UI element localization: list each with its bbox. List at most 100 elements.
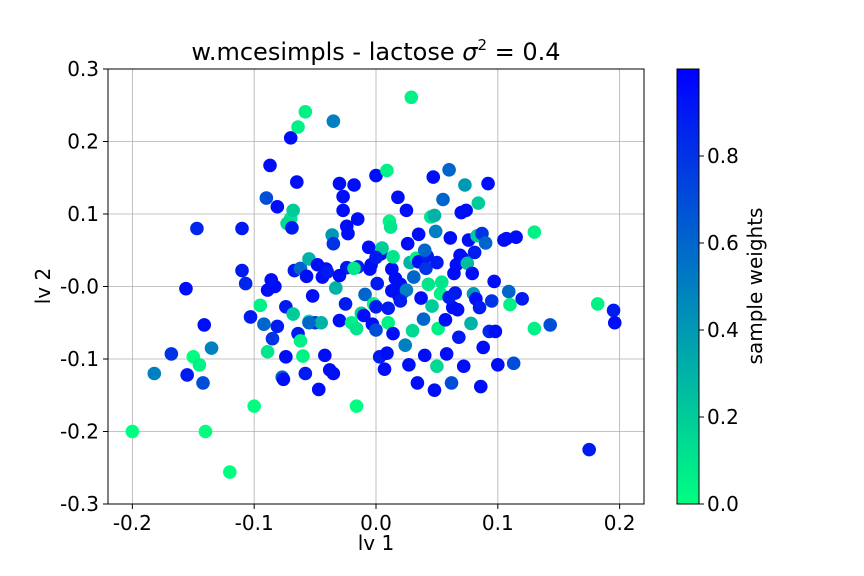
scatter-point xyxy=(515,292,529,306)
title-suffix: = 0.4 xyxy=(487,38,561,66)
scatter-point xyxy=(543,318,557,332)
scatter-point xyxy=(481,176,495,191)
scatter-point xyxy=(179,281,193,296)
scatter-point xyxy=(369,168,383,183)
scatter-point xyxy=(377,362,392,376)
scatter-point xyxy=(180,368,194,382)
y-tick-label: -0.2 xyxy=(60,420,99,444)
scatter-point xyxy=(406,270,421,284)
scatter-point xyxy=(350,212,365,226)
scatter-point xyxy=(399,203,414,218)
scatter-point xyxy=(428,224,443,239)
scatter-point xyxy=(314,315,328,330)
scatter-point xyxy=(286,307,300,321)
scatter-point xyxy=(419,261,433,276)
scatter-point xyxy=(279,350,293,364)
scatter-point xyxy=(164,347,179,361)
scatter-point xyxy=(393,294,408,308)
scatter-point xyxy=(247,399,261,413)
scatter-point xyxy=(336,189,350,204)
scatter-point xyxy=(263,158,277,173)
scatter-point xyxy=(381,315,395,330)
chart-title: w.mcesimpls - lactose σ2 = 0.4 xyxy=(191,36,560,66)
scatter-points xyxy=(125,90,622,479)
scatter-point xyxy=(223,465,237,479)
scatter-point xyxy=(464,316,478,331)
scatter-point xyxy=(398,338,413,353)
scatter-point xyxy=(501,284,516,299)
scatter-point xyxy=(427,383,442,397)
scatter-point xyxy=(527,225,542,239)
scatter-point xyxy=(417,243,432,258)
scatter-point xyxy=(391,190,405,205)
scatter-point xyxy=(286,203,300,218)
x-tick-label: -0.2 xyxy=(113,511,152,535)
x-tick-label: 0.1 xyxy=(482,511,514,535)
scatter-point xyxy=(253,298,268,313)
scatter-point xyxy=(427,208,442,223)
scatter-point xyxy=(270,199,285,214)
scatter-point xyxy=(426,170,441,184)
scatter-point xyxy=(487,274,501,289)
scatter-point xyxy=(434,275,449,289)
scatter-point xyxy=(606,303,621,318)
scatter-point xyxy=(243,310,258,324)
scatter-point xyxy=(285,220,299,235)
scatter-point xyxy=(347,261,361,276)
y-tick-label: 0.2 xyxy=(67,130,99,154)
scatter-point xyxy=(503,297,517,312)
scatter-point xyxy=(276,372,291,387)
scatter-point xyxy=(430,359,444,374)
scatter-point xyxy=(450,302,465,317)
scatter-point xyxy=(329,281,343,295)
scatter-point xyxy=(238,276,253,291)
scatter-point xyxy=(298,366,313,381)
scatter-point xyxy=(442,290,456,305)
scatter-point xyxy=(399,283,414,297)
scatter-point xyxy=(349,399,364,413)
scatter-point xyxy=(369,323,383,337)
scatter-point xyxy=(488,324,503,339)
scatter-point xyxy=(459,203,473,218)
scatter-point xyxy=(380,163,394,178)
scatter-point xyxy=(484,294,499,308)
scatter-point xyxy=(305,289,320,303)
scatter-point xyxy=(425,299,439,313)
scatter-point xyxy=(347,178,361,192)
scatter-point xyxy=(197,318,212,332)
scatter-point xyxy=(290,175,304,189)
scatter-point xyxy=(458,178,472,192)
scatter-point xyxy=(320,265,335,279)
scatter-point xyxy=(405,323,420,338)
y-tick-label: 0.3 xyxy=(67,57,99,81)
scatter-point xyxy=(439,347,454,361)
scatter-point xyxy=(358,287,372,302)
y-tick-label: -0.3 xyxy=(60,492,99,516)
scatter-point xyxy=(436,192,450,207)
scatter-point xyxy=(421,277,436,292)
scatter-point xyxy=(332,268,347,283)
x-tick-label: 0.2 xyxy=(604,511,636,535)
scatter-point xyxy=(473,379,488,394)
scatter-point xyxy=(582,442,596,457)
colorbar-label: sample weights xyxy=(743,208,767,365)
scatter-point xyxy=(465,266,480,281)
scatter-point xyxy=(404,90,419,105)
scatter-point xyxy=(198,424,213,439)
scatter-point xyxy=(192,358,207,372)
colorbar xyxy=(676,68,700,505)
scatter-point xyxy=(527,321,542,336)
scatter-point xyxy=(414,291,428,305)
y-tick-label: -0.1 xyxy=(60,347,99,371)
scatter-point xyxy=(283,131,298,145)
scatter-point xyxy=(260,344,275,359)
scatter-point xyxy=(326,114,341,128)
scatter-point xyxy=(349,321,364,336)
scatter-point xyxy=(369,250,383,265)
scatter-point xyxy=(383,220,398,234)
scatter-point xyxy=(509,230,523,244)
colorbar-tick-label: 0.4 xyxy=(707,318,739,342)
scatter-point xyxy=(476,340,491,355)
scatter-point xyxy=(369,300,383,314)
scatter-point xyxy=(299,269,314,284)
